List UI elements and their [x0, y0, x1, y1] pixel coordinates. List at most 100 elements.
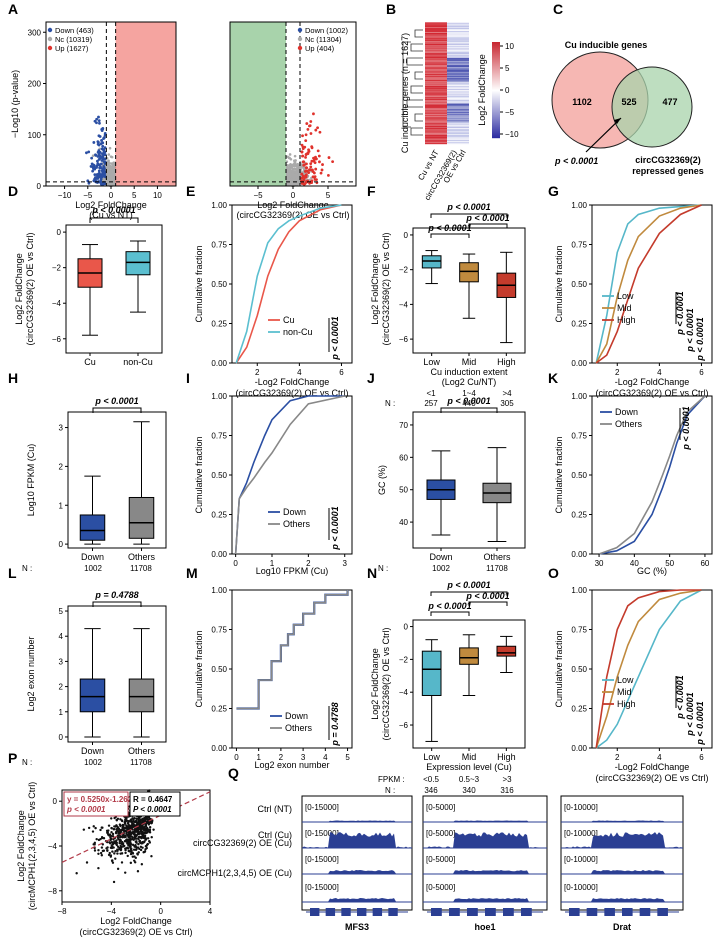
heat-cell	[425, 141, 447, 143]
scatter-point	[101, 836, 104, 840]
coverage-track	[561, 898, 683, 902]
scatter-point	[136, 817, 139, 820]
scatter-point	[133, 837, 136, 840]
coverage-track	[561, 870, 683, 874]
point-nc	[296, 165, 299, 168]
scatter-point	[126, 825, 129, 828]
scatter-point	[97, 866, 100, 870]
heat-cell	[447, 120, 469, 122]
scatter-point	[116, 852, 119, 855]
heat-cell	[425, 80, 447, 82]
point-up	[304, 166, 308, 170]
scatter-point	[119, 848, 123, 852]
panel-letter-f: F	[367, 183, 376, 199]
venn-title: Cu inducible genes	[565, 40, 648, 50]
x-tick-label: 2	[615, 753, 620, 762]
scatter-point	[135, 821, 138, 824]
scatter-point	[87, 826, 91, 830]
scatter-point	[111, 843, 114, 846]
heat-cell	[425, 77, 447, 79]
heat-cell	[447, 124, 469, 126]
point-up	[302, 178, 306, 182]
heat-cell	[425, 66, 447, 68]
scatter-point	[136, 870, 140, 873]
p-value: p < 0.0001	[446, 396, 490, 406]
fpkm-label: FPKM :	[378, 775, 405, 784]
scatter-point	[126, 841, 129, 844]
heat-cell	[425, 73, 447, 75]
panel-letter-g: G	[548, 183, 559, 199]
scatter-point	[131, 824, 134, 827]
point-up	[307, 171, 311, 174]
legend-label: Down	[283, 507, 306, 517]
point-down	[99, 182, 103, 186]
point-down	[91, 169, 95, 173]
n-label: N :	[385, 399, 395, 408]
heat-cell	[447, 118, 469, 120]
heat-cell	[447, 108, 469, 110]
point-up	[310, 146, 314, 150]
heat-cell	[425, 116, 447, 118]
panel-letter-h: H	[8, 370, 18, 386]
scatter-point	[114, 857, 117, 860]
coverage-track	[561, 820, 683, 822]
range-label: >3	[502, 775, 512, 784]
cdf-line-down	[234, 395, 345, 555]
point-down	[102, 137, 105, 140]
heat-cell	[447, 131, 469, 133]
heat-cell	[425, 98, 447, 100]
box-low	[421, 255, 442, 269]
panel-letter-l: L	[8, 565, 17, 581]
heat-cell	[447, 81, 469, 83]
heat-cell	[447, 50, 469, 52]
heat-cell	[447, 119, 469, 121]
heat-cell	[425, 115, 447, 117]
heat-cell	[425, 84, 447, 86]
heat-cell	[425, 109, 447, 111]
heat-cell	[425, 97, 447, 99]
scatter-point	[138, 840, 141, 843]
y-tick-label: −4	[52, 299, 62, 308]
p-value: p < 0.0001	[685, 308, 695, 352]
scatter-point	[130, 849, 133, 852]
scatter-point	[132, 848, 136, 851]
y-tick-label: 100	[28, 131, 42, 140]
heat-cell	[425, 137, 447, 139]
y-tick-label: 1.00	[571, 392, 587, 401]
y-tick-label: 0.25	[571, 511, 587, 520]
heat-cell	[447, 110, 469, 112]
heat-cell	[425, 56, 447, 58]
heat-cell	[447, 66, 469, 68]
y-tick-label: −6	[399, 335, 409, 344]
panel-letter-k: K	[548, 370, 558, 386]
colorbar-cell	[492, 119, 500, 121]
point-nc	[292, 171, 295, 175]
y-tick-label: 1.00	[571, 201, 587, 210]
point-up	[318, 130, 322, 134]
colorbar-cell	[492, 72, 500, 74]
significance-bracket	[468, 223, 508, 228]
heat-cell	[425, 34, 447, 36]
point-up	[302, 163, 306, 167]
heat-cell	[447, 44, 469, 46]
p-value: p < 0.0001	[91, 205, 135, 215]
scatter-point	[95, 837, 98, 841]
colorbar-cell	[492, 64, 500, 66]
point-down	[98, 121, 101, 125]
colorbar-cell	[492, 109, 500, 111]
gene-exon	[485, 908, 496, 916]
coverage-track	[302, 820, 412, 822]
x-axis-label: Log2 FoldChange	[75, 200, 147, 210]
p-value: p < 0.0001	[465, 213, 509, 223]
colorbar-cell	[492, 83, 500, 85]
heat-cell	[447, 76, 469, 78]
point-up	[308, 124, 311, 128]
panel-letter-d: D	[8, 183, 18, 199]
y-tick-label: 2	[59, 683, 64, 692]
heat-cell	[447, 35, 469, 37]
y-tick-label: 1.00	[571, 586, 587, 595]
panel-letter-j: J	[367, 370, 375, 386]
heatmap-row-label: Cu inducible genes (n = 1627)	[400, 33, 410, 153]
point-up	[306, 127, 310, 131]
point-up	[307, 149, 311, 153]
